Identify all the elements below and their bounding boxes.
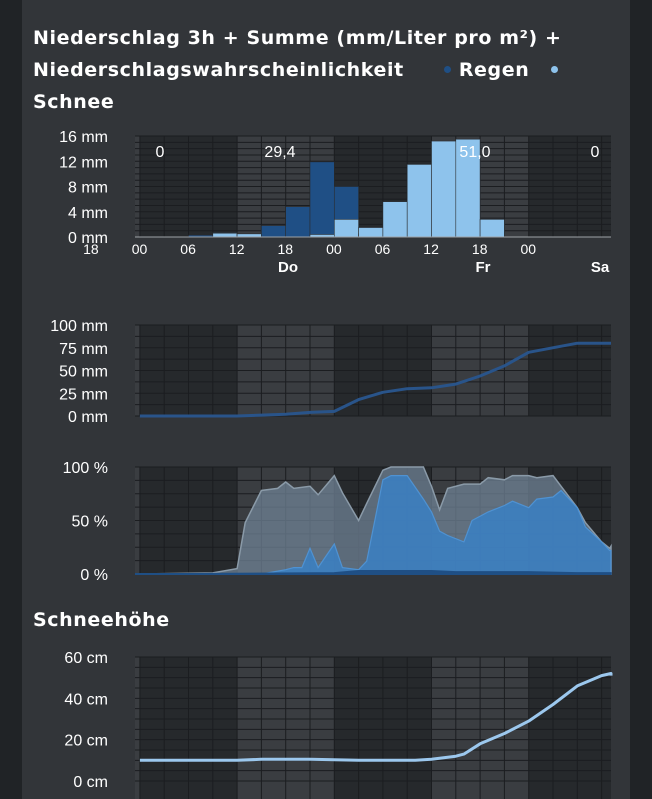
precip-chart-ytick: 12 mm [59, 154, 108, 171]
prob-chart-ytick: 50 % [72, 514, 108, 531]
rain-bar [309, 161, 335, 238]
legend-snow-dot [551, 65, 559, 73]
legend-rain-label: Regen [458, 59, 530, 81]
daily-total-label: 0 [591, 144, 600, 161]
x-tick-label: 18 [472, 241, 488, 257]
rain-bar [285, 206, 311, 238]
x-tick-label: 00 [132, 241, 148, 257]
snowdepth-chart-ytick: 40 cm [64, 691, 108, 708]
day-label: Sa [591, 259, 610, 276]
snowdepth-chart-ytick: 60 cm [64, 650, 108, 667]
daily-total-label: 29,4 [264, 144, 295, 161]
x-tick-label: 06 [375, 241, 391, 257]
chart-title-line2: Niederschlagswahrscheinlichkeit Regen [33, 54, 593, 86]
legend-snow[interactable] [529, 59, 566, 81]
day-label: Fr [476, 259, 491, 276]
chart-title: Niederschlag 3h + Summe (mm/Liter pro m²… [33, 22, 593, 118]
chart-title-line2-text: Niederschlagswahrscheinlichkeit [33, 59, 404, 81]
snowdepth-chart-ytick: 20 cm [64, 733, 108, 750]
x-tick-label: 06 [180, 241, 196, 257]
snow-bar [455, 138, 481, 238]
prob-snow-area [139, 475, 612, 575]
sum-chart-ytick: 50 mm [59, 364, 108, 381]
x-tick-label: 00 [326, 241, 342, 257]
rain-bar [261, 225, 286, 238]
precip-chart-ytick: 0 mm [68, 230, 108, 247]
legend-rain[interactable]: Regen [404, 59, 530, 81]
snow-depth-title: Schneehöhe [33, 609, 170, 631]
x-tick-label: 18 [83, 241, 99, 257]
snow-bar [431, 140, 457, 238]
snowdepth-chart-bg [135, 657, 611, 799]
precip-chart-ytick: 8 mm [68, 180, 108, 197]
chart-title-line1: Niederschlag 3h + Summe (mm/Liter pro m²… [33, 27, 562, 49]
legend-rain-dot [443, 65, 451, 73]
x-tick-label: 12 [229, 241, 245, 257]
precip-chart-ytick: 4 mm [68, 205, 108, 222]
snow-bar [479, 219, 505, 238]
right-edge [630, 0, 652, 799]
day-label: Do [278, 259, 298, 276]
snow-bar [358, 227, 384, 238]
prob-chart-ytick: 100 % [63, 460, 108, 477]
precip-chart-ytick: 16 mm [59, 129, 108, 146]
x-tick-label: 12 [423, 241, 439, 257]
sum-chart-ytick: 0 mm [68, 409, 108, 426]
snowdepth-chart-ytick: 0 cm [73, 774, 108, 791]
snow-bar [333, 219, 359, 238]
daily-total-label: 51,0 [459, 144, 490, 161]
prob-chart-ytick: 0 % [80, 567, 108, 584]
left-edge [0, 0, 22, 799]
x-tick-label: 00 [521, 241, 537, 257]
snow-bar [212, 232, 238, 238]
daily-total-label: 0 [156, 144, 165, 161]
snow-bar [382, 201, 408, 238]
snow-bar [406, 164, 432, 238]
legend-snow-label: Schnee [33, 91, 115, 113]
snowdepth-chart-day-band [135, 657, 140, 799]
sum-line [139, 341, 611, 418]
sum-chart-ytick: 100 mm [50, 318, 108, 335]
x-tick-label: 18 [278, 241, 294, 257]
snowdepth-line [139, 672, 613, 762]
sum-chart-ytick: 75 mm [59, 341, 108, 358]
sum-chart-ytick: 25 mm [59, 386, 108, 403]
